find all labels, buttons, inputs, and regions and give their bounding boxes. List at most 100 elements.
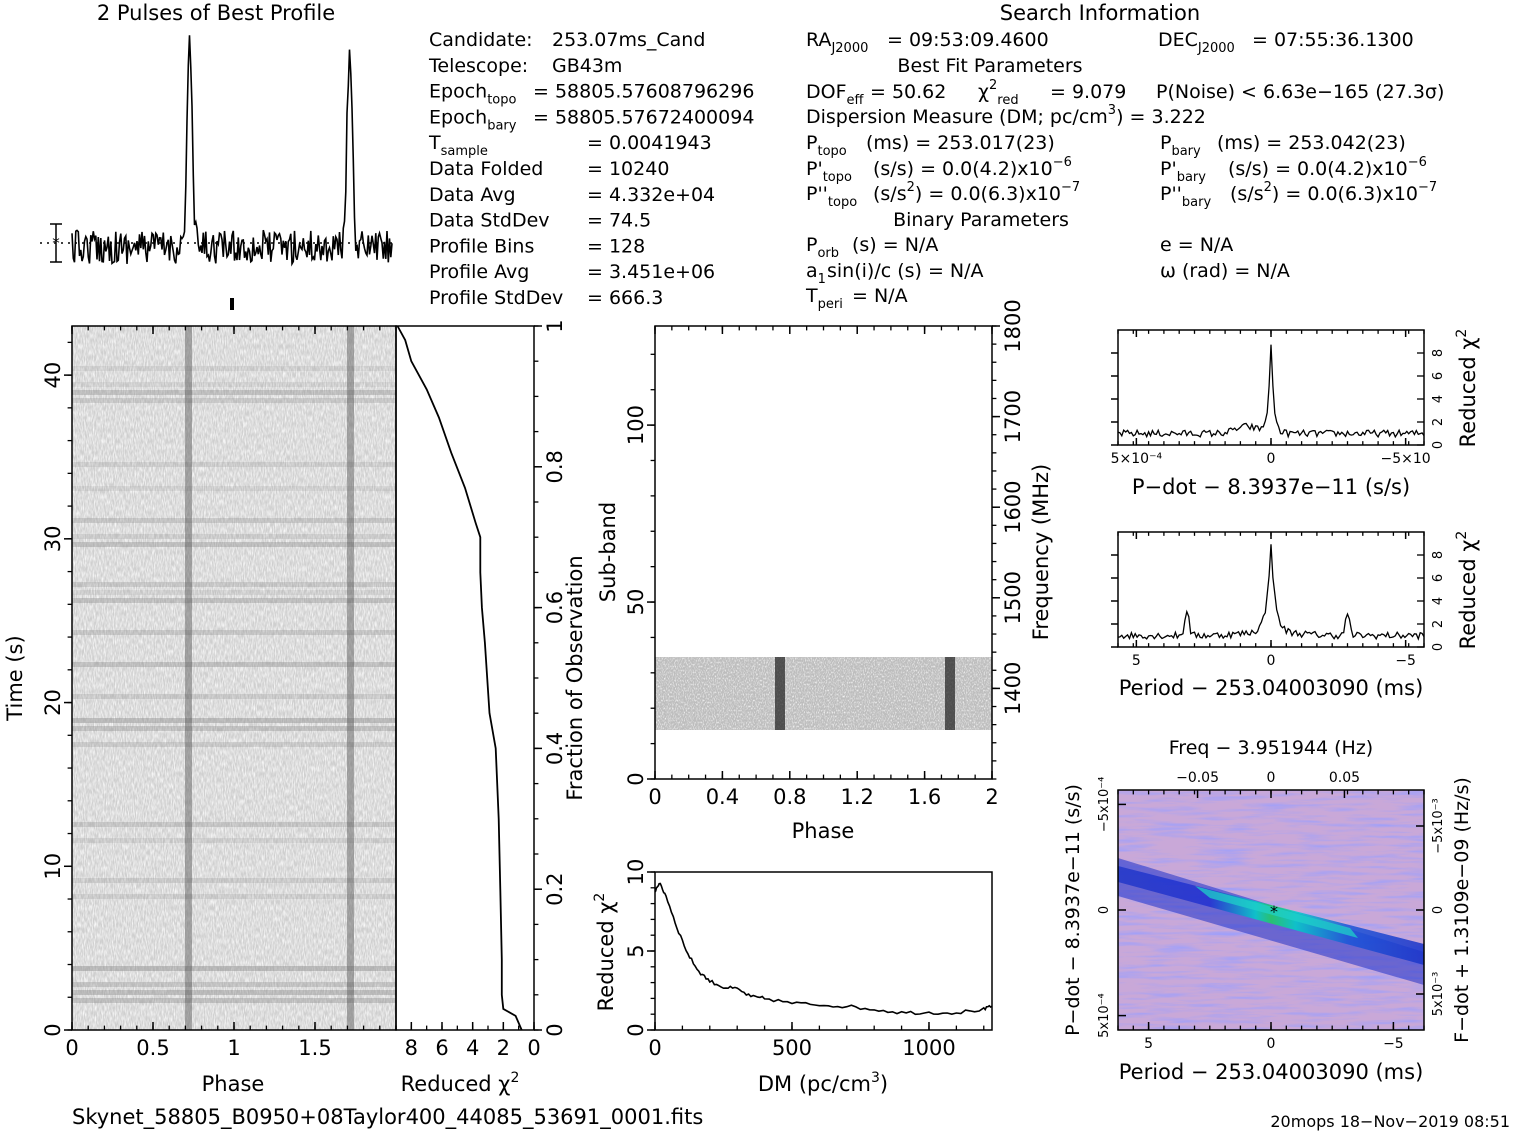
tick-label: 0: [527, 1036, 540, 1060]
e-value: e = N/A: [1160, 234, 1233, 256]
tick-label: 6: [435, 1036, 448, 1060]
pddbary-value: (s/s2) = 0.0(6.3)x10−7: [1230, 180, 1437, 205]
tick-label: 0: [1431, 441, 1446, 449]
tp-xlabel: Phase: [202, 1072, 265, 1096]
sb-xlabel: Phase: [792, 819, 855, 843]
tick-label: 2: [1431, 620, 1446, 628]
tperi-value: = N/A: [852, 285, 908, 307]
tick-label: 50: [624, 589, 648, 616]
info-right-block: RAJ2000 = 09:53:09.4600 DECJ2000 = 07:55…: [805, 29, 1444, 312]
tick-label: 0: [1267, 1036, 1276, 1052]
ridge-core: [1195, 886, 1358, 938]
tick-label: 0: [41, 1023, 65, 1036]
info-value: = 58805.57608796296: [533, 81, 754, 103]
search-title: Search Information: [1000, 1, 1200, 25]
info-label: Tsample: [428, 132, 488, 159]
pddtopo-label: P''topo: [806, 183, 857, 210]
ptopo-value: (ms) = 253.017(23): [866, 132, 1055, 154]
profile-plot: *: [40, 35, 395, 310]
porb-label: Porb: [806, 234, 839, 261]
info-value: = 10240: [587, 158, 669, 180]
info-value: = 4.332e+04: [587, 184, 715, 206]
pp-title: Freq − 3.951944 (Hz): [1169, 737, 1373, 759]
tick-label: 2: [497, 1036, 510, 1060]
tick-label: −0.05: [1176, 770, 1219, 786]
ra-label: RAJ2000: [806, 29, 868, 56]
tick-label: 5×10⁻⁴: [1111, 451, 1163, 467]
tick-label: 6: [1431, 372, 1446, 380]
tick-label: 0.6: [543, 591, 567, 624]
pdot-xlabel: P−dot − 8.3937e−11 (s/s): [1132, 475, 1410, 499]
tick-label: 0: [1267, 770, 1276, 786]
pdot-ylabel: Reduced χ2: [1454, 329, 1480, 448]
tick-label: 40: [41, 362, 65, 389]
cum-xlabel: Reduced χ2: [401, 1070, 520, 1096]
chi2-value: = 9.079: [1050, 81, 1126, 103]
pp-y2label: F−dot + 1.3109e−09 (Hz/s): [1451, 777, 1473, 1043]
info-value: = 0.0041943: [587, 132, 712, 154]
tick-label: 0: [1431, 906, 1446, 914]
pdtopo-label: P'topo: [806, 158, 852, 185]
dm-chi2-line: [654, 882, 993, 1016]
a1sini-value: sin(i)/c (s) = N/A: [827, 260, 984, 282]
dec-label: DECJ2000: [1158, 29, 1235, 56]
tick-label: 5x10⁻³: [1431, 972, 1446, 1017]
tick-label: 30: [41, 525, 65, 552]
subband-pulse-2: [945, 657, 955, 730]
tick-label: 0.8: [543, 450, 567, 483]
pnoise-value: P(Noise) < 6.63e−165 (27.3σ): [1156, 81, 1444, 103]
ra-value: = 09:53:09.4600: [887, 29, 1049, 51]
footer-stamp: 20mops 18−Nov−2019 08:51: [1270, 1112, 1510, 1131]
tick-label: 1000: [902, 1036, 955, 1060]
info-label: Candidate:: [429, 29, 533, 51]
tick-label: 8: [1431, 349, 1446, 357]
binary-title: Binary Parameters: [893, 209, 1069, 231]
dof-value: = 50.62: [870, 81, 946, 103]
profile-title: 2 Pulses of Best Profile: [97, 1, 335, 25]
info-label: Data StdDev: [429, 210, 550, 232]
tick-label: −5: [1395, 653, 1416, 669]
tick-label: 1400: [1001, 662, 1025, 715]
dm-label: Dispersion Measure (DM; pc/cm3) = 3.222: [806, 103, 1206, 128]
tick-label: 20: [41, 689, 65, 716]
info-label: Profile Bins: [429, 235, 534, 257]
tick-label: 10: [41, 853, 65, 880]
info-label: Profile Avg: [429, 261, 529, 283]
best-fit-title: Best Fit Parameters: [897, 55, 1082, 77]
dm-ylabel: Reduced χ2: [592, 893, 618, 1012]
tick-label: 4: [1431, 395, 1446, 403]
period-chi2-plot: 5 0 −5 0 2 4 6 8: [1111, 531, 1446, 669]
period-xlabel: Period − 253.04003090 (ms): [1119, 676, 1424, 700]
pddtopo-value: (s/s2) = 0.0(6.3)x10−7: [873, 180, 1080, 205]
info-label: Data Folded: [429, 158, 543, 180]
tick-label: 0: [648, 1036, 661, 1060]
tick-label: 0: [624, 772, 648, 785]
pddbary-label: P''bary: [1160, 183, 1211, 210]
tick-label: 0: [1097, 906, 1112, 914]
tick-label: −5x10⁻⁴: [1097, 777, 1112, 832]
tick-label: 100: [624, 405, 648, 445]
info-label: Profile StdDev: [429, 287, 563, 309]
tick-label: 1800: [1001, 299, 1025, 352]
info-value: GB43m: [552, 55, 622, 77]
profile-mean-marker: *: [52, 234, 60, 252]
tick-label: 0.4: [706, 785, 739, 809]
a1sini-label: a1: [806, 260, 826, 287]
footer-filename: Skynet_58805_B0950+08Taylor400_44085_536…: [72, 1105, 703, 1130]
tick-label: 0.2: [543, 872, 567, 905]
info-value: = 58805.57672400094: [533, 106, 754, 128]
tick-label: −5: [1383, 1036, 1404, 1052]
tick-label: 1: [227, 1036, 240, 1060]
tick-label: 5: [624, 944, 648, 957]
tick-label: 1700: [1001, 390, 1025, 443]
tick-label: 2: [1431, 418, 1446, 426]
tick-label: 0.4: [543, 732, 567, 765]
pdbary-value: (s/s) = 0.0(4.2)x10−6: [1228, 155, 1427, 180]
profile-line: [71, 35, 393, 267]
tick-label: 0.5: [136, 1036, 169, 1060]
tick-label: 0: [624, 1023, 648, 1036]
pdbary-label: P'bary: [1160, 158, 1206, 185]
pdtopo-value: (s/s) = 0.0(4.2)x10−6: [873, 155, 1072, 180]
tick-label: 4: [466, 1036, 479, 1060]
